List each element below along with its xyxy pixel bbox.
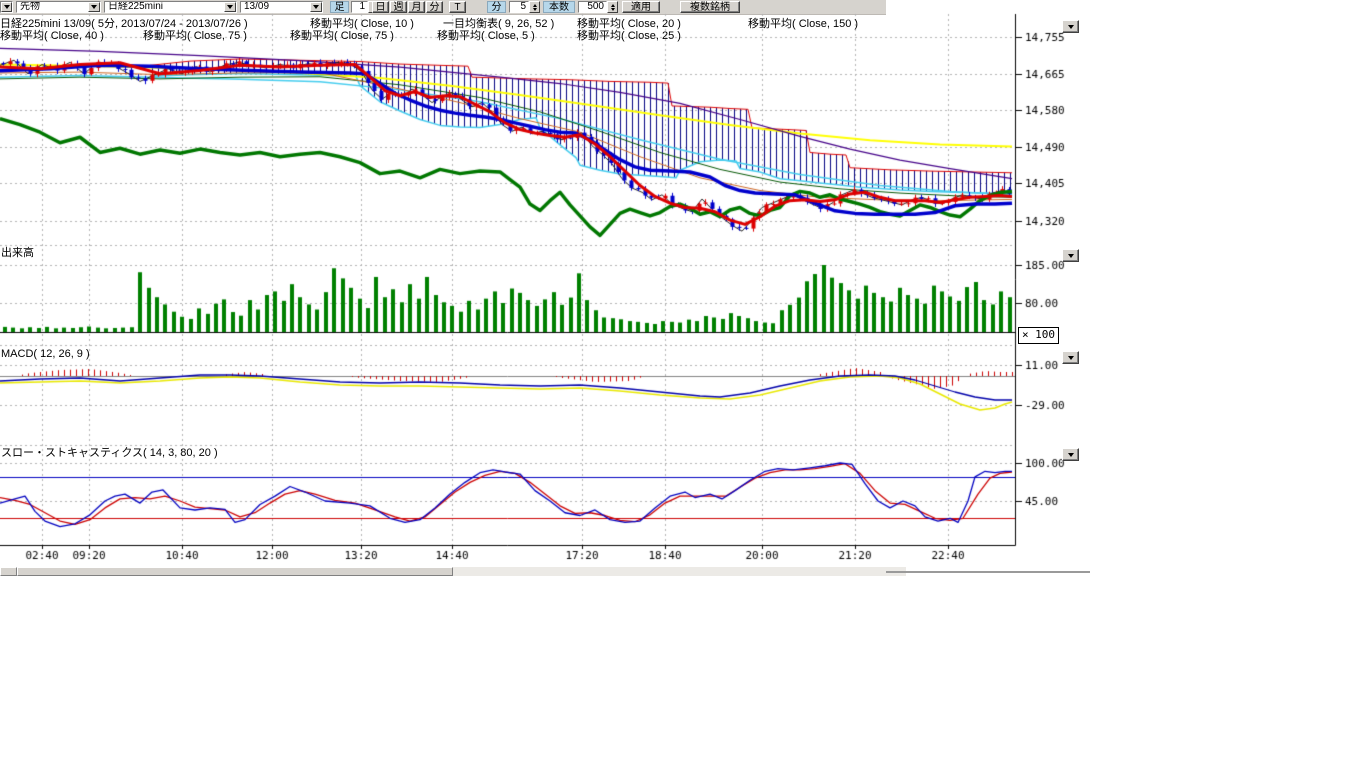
indicator-label: 移動平均( Close, 10 ): [310, 19, 414, 30]
stoch-pane-title: スロー・ストキャスティクス( 14, 3, 80, 20 ): [1, 448, 218, 459]
indicator-label: 移動平均( Close, 40 ): [0, 31, 104, 42]
indicator-label: 移動平均( Close, 20 ): [577, 19, 681, 30]
indicator-label: 移動平均( Close, 150 ): [748, 19, 858, 30]
indicator-label: 日経225mini 13/09( 5分, 2013/07/24 - 2013/0…: [0, 19, 248, 30]
indicator-label: 移動平均( Close, 75 ): [290, 31, 394, 42]
main-pane-dropdown-button[interactable]: [1062, 20, 1079, 33]
chevron-down-icon: [1068, 453, 1074, 457]
stoch-pane-dropdown-button[interactable]: [1062, 448, 1079, 461]
chart-application-window: 先物 日経225mini 13/09 足 1 日週月分T 分 5 本数 500 …: [0, 0, 1366, 768]
macd-pane-dropdown-button[interactable]: [1062, 351, 1079, 364]
chevron-down-icon: [1068, 356, 1074, 360]
volume-multiplier-badge: × 100: [1018, 327, 1059, 344]
volume-pane-dropdown-button[interactable]: [1062, 249, 1079, 262]
chevron-down-icon: [1068, 25, 1074, 29]
chevron-down-icon: [1068, 254, 1074, 258]
indicator-label: 移動平均( Close, 75 ): [143, 31, 247, 42]
macd-pane-title: MACD( 12, 26, 9 ): [1, 349, 90, 360]
indicator-label: 一目均衡表( 9, 26, 52 ): [443, 19, 554, 30]
volume-pane-title: 出来高: [1, 248, 34, 259]
indicator-label: 移動平均( Close, 5 ): [437, 31, 535, 42]
indicator-label: 移動平均( Close, 25 ): [577, 31, 681, 42]
chart-canvas[interactable]: [0, 0, 1100, 580]
